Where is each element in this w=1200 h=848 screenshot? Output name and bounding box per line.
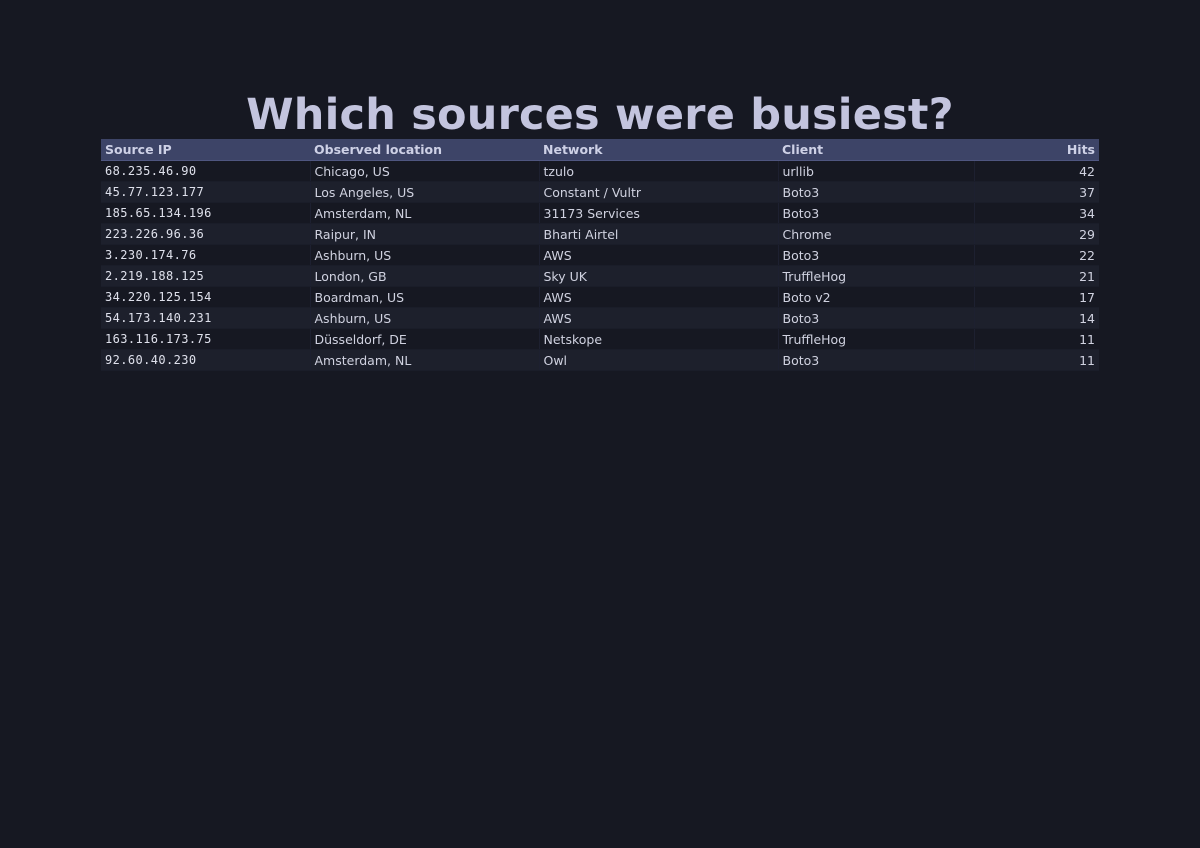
cell-client: Boto3 [778,202,975,224]
cell-location: London, GB [310,265,540,287]
cell-location: Ashburn, US [310,307,540,329]
cell-hits: 11 [974,349,1099,371]
cell-hits: 37 [974,181,1099,203]
sources-table: Source IP Observed location Network Clie… [101,139,1099,371]
cell-network: tzulo [539,160,779,182]
table-row: 223.226.96.36 Raipur, IN Bharti Airtel C… [101,223,1099,245]
cell-hits: 42 [974,160,1099,182]
table-row: 45.77.123.177 Los Angeles, US Constant /… [101,181,1099,203]
cell-source-ip: 68.235.46.90 [101,160,311,182]
cell-location: Düsseldorf, DE [310,328,540,350]
cell-network: Sky UK [539,265,779,287]
table-row: 34.220.125.154 Boardman, US AWS Boto v2 … [101,286,1099,308]
cell-client: urllib [778,160,975,182]
cell-source-ip: 3.230.174.76 [101,244,311,266]
table-row: 68.235.46.90 Chicago, US tzulo urllib 42 [101,160,1099,182]
column-header-client[interactable]: Client [778,139,974,161]
table-header-row: Source IP Observed location Network Clie… [101,139,1099,161]
cell-source-ip: 92.60.40.230 [101,349,311,371]
cell-network: AWS [539,307,779,329]
page-title: Which sources were busiest? [246,89,954,140]
cell-source-ip: 45.77.123.177 [101,181,311,203]
cell-location: Ashburn, US [310,244,540,266]
column-header-observed-location[interactable]: Observed location [310,139,539,161]
column-header-network[interactable]: Network [539,139,778,161]
cell-network: Constant / Vultr [539,181,779,203]
cell-location: Amsterdam, NL [310,202,540,224]
cell-source-ip: 54.173.140.231 [101,307,311,329]
cell-hits: 17 [974,286,1099,308]
table-row: 185.65.134.196 Amsterdam, NL 31173 Servi… [101,202,1099,224]
cell-location: Boardman, US [310,286,540,308]
cell-source-ip: 34.220.125.154 [101,286,311,308]
cell-hits: 21 [974,265,1099,287]
cell-network: Owl [539,349,779,371]
column-header-source-ip[interactable]: Source IP [101,139,310,161]
cell-hits: 29 [974,223,1099,245]
cell-location: Amsterdam, NL [310,349,540,371]
cell-source-ip: 163.116.173.75 [101,328,311,350]
cell-source-ip: 223.226.96.36 [101,223,311,245]
cell-client: TruffleHog [778,265,975,287]
cell-client: Boto3 [778,349,975,371]
column-header-hits[interactable]: Hits [974,139,1099,161]
table-row: 3.230.174.76 Ashburn, US AWS Boto3 22 [101,244,1099,266]
table-row: 54.173.140.231 Ashburn, US AWS Boto3 14 [101,307,1099,329]
cell-source-ip: 2.219.188.125 [101,265,311,287]
cell-client: Boto3 [778,244,975,266]
table-row: 163.116.173.75 Düsseldorf, DE Netskope T… [101,328,1099,350]
cell-network: AWS [539,286,779,308]
table-row: 92.60.40.230 Amsterdam, NL Owl Boto3 11 [101,349,1099,371]
cell-source-ip: 185.65.134.196 [101,202,311,224]
cell-location: Los Angeles, US [310,181,540,203]
cell-hits: 11 [974,328,1099,350]
cell-hits: 34 [974,202,1099,224]
cell-location: Raipur, IN [310,223,540,245]
cell-network: AWS [539,244,779,266]
table-row: 2.219.188.125 London, GB Sky UK TruffleH… [101,265,1099,287]
cell-network: Bharti Airtel [539,223,779,245]
cell-client: TruffleHog [778,328,975,350]
cell-client: Boto v2 [778,286,975,308]
cell-network: 31173 Services [539,202,779,224]
cell-network: Netskope [539,328,779,350]
cell-location: Chicago, US [310,160,540,182]
cell-hits: 14 [974,307,1099,329]
cell-client: Boto3 [778,181,975,203]
cell-client: Boto3 [778,307,975,329]
cell-hits: 22 [974,244,1099,266]
cell-client: Chrome [778,223,975,245]
